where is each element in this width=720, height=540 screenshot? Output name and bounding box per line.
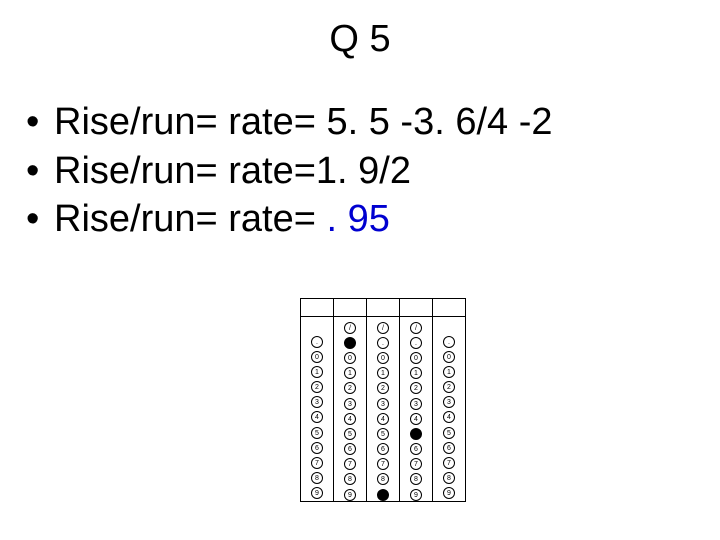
line-2-text: Rise/run= rate=1. 9/2 — [54, 147, 411, 196]
line-3-text: Rise/run= rate= . 95 — [54, 195, 390, 244]
gridin-bubble: 9 — [377, 489, 389, 501]
gridin-bubble: 9 — [344, 489, 356, 501]
gridin-bubble: 3 — [377, 398, 389, 410]
gridin-bubble: . — [377, 337, 389, 349]
gridin-bubble: . — [443, 336, 455, 348]
gridin-column: /. 0 1 2 3 4 5 6 7 8 9 — [367, 317, 400, 501]
gridin-bubble: 0 — [443, 351, 455, 363]
gridin-bubble: 9 — [311, 487, 323, 499]
gridin-bubble: 5 — [311, 427, 323, 439]
gridin-bubble: 8 — [311, 472, 323, 484]
gridin-bubble: 3 — [410, 398, 422, 410]
gridin-column: /. 0 1 2 3 4 5 6 7 8 9 — [400, 317, 433, 501]
gridin-write-row — [301, 299, 465, 317]
gridin-bubble: 5 — [410, 428, 422, 440]
gridin-bubble: 1 — [443, 366, 455, 378]
gridin-bubble: 3 — [311, 396, 323, 408]
gridin-bubble: 8 — [377, 473, 389, 485]
gridin-bubble: 3 — [443, 396, 455, 408]
bullet-icon: • — [26, 98, 54, 147]
gridin-scantron: . 0 1 2 3 4 5 6 7 8 9 /. 0 1 2 3 4 5 6 7 8 9 /. 0 1 2 3 4 5 6 7 8 9 /. 0 1 2… — [300, 298, 466, 502]
line-1-prefix: Rise/run= rate= 5. 5 -3. 6/4 -2 — [54, 101, 553, 143]
gridin-write-box — [301, 299, 334, 317]
gridin-bubble: / — [344, 322, 356, 334]
slide-title: Q 5 — [0, 18, 720, 61]
gridin-bubble: 2 — [377, 382, 389, 394]
bullet-icon: • — [26, 195, 54, 244]
gridin-bubble: 7 — [344, 458, 356, 470]
list-item: • Rise/run= rate= . 95 — [26, 195, 694, 244]
gridin-write-box — [433, 299, 465, 317]
gridin-bubble: 7 — [443, 457, 455, 469]
gridin-bubble: . — [410, 337, 422, 349]
gridin-bubble: 9 — [443, 487, 455, 499]
gridin-bubbles: . 0 1 2 3 4 5 6 7 8 9 /. 0 1 2 3 4 5 6 7 8 9 /. 0 1 2 3 4 5 6 7 8 9 /. 0 1 2… — [301, 317, 465, 501]
gridin-bubble: 8 — [443, 472, 455, 484]
gridin-bubble: 8 — [410, 473, 422, 485]
list-item: • Rise/run= rate= 5. 5 -3. 6/4 -2 — [26, 98, 694, 147]
list-item: • Rise/run= rate=1. 9/2 — [26, 147, 694, 196]
gridin-bubble: 4 — [377, 413, 389, 425]
gridin-bubble — [443, 322, 455, 333]
gridin-column: . 0 1 2 3 4 5 6 7 8 9 — [301, 317, 334, 501]
gridin-bubble: 0 — [410, 352, 422, 364]
gridin-bubble: 0 — [344, 352, 356, 364]
gridin-bubble: 5 — [377, 428, 389, 440]
gridin-bubble: 5 — [344, 428, 356, 440]
gridin-bubble: 1 — [410, 367, 422, 379]
gridin-bubble: 1 — [344, 367, 356, 379]
gridin-column: /. 0 1 2 3 4 5 6 7 8 9 — [334, 317, 367, 501]
gridin-bubble: 8 — [344, 473, 356, 485]
bullet-list: • Rise/run= rate= 5. 5 -3. 6/4 -2 • Rise… — [26, 98, 694, 244]
gridin-bubble: . — [311, 336, 323, 348]
gridin-column: . 0 1 2 3 4 5 6 7 8 9 — [433, 317, 465, 501]
gridin-bubble: 2 — [443, 381, 455, 393]
gridin-bubble: 1 — [311, 366, 323, 378]
gridin-bubble: 6 — [344, 443, 356, 455]
gridin-bubble: 4 — [410, 413, 422, 425]
gridin-bubble: 0 — [311, 351, 323, 363]
gridin-bubble: 2 — [311, 381, 323, 393]
line-2-prefix: Rise/run= rate=1. 9/2 — [54, 150, 411, 192]
gridin-bubble: 7 — [377, 458, 389, 470]
gridin-bubble: 3 — [344, 398, 356, 410]
gridin-write-box — [367, 299, 400, 317]
gridin-bubble: 2 — [344, 382, 356, 394]
line-1-text: Rise/run= rate= 5. 5 -3. 6/4 -2 — [54, 98, 553, 147]
gridin-bubble: 4 — [344, 413, 356, 425]
gridin-bubble — [311, 322, 323, 333]
gridin-bubble: 6 — [410, 443, 422, 455]
gridin-bubble: 0 — [377, 352, 389, 364]
gridin-bubble: 2 — [410, 382, 422, 394]
gridin-bubble: 5 — [443, 427, 455, 439]
gridin-bubble: 4 — [443, 411, 455, 423]
gridin-write-box — [400, 299, 433, 317]
gridin-write-box — [334, 299, 367, 317]
line-3-answer: . 95 — [326, 198, 389, 240]
gridin-bubble: 9 — [410, 489, 422, 501]
gridin-bubble: 7 — [311, 457, 323, 469]
gridin-bubble: 7 — [410, 458, 422, 470]
gridin-bubble: . — [344, 337, 356, 349]
line-3-prefix: Rise/run= rate= — [54, 198, 326, 240]
gridin-bubble: 6 — [311, 442, 323, 454]
bullet-icon: • — [26, 147, 54, 196]
gridin-bubble: 1 — [377, 367, 389, 379]
gridin-bubble: 6 — [443, 442, 455, 454]
gridin-bubble: / — [410, 322, 422, 334]
gridin-bubble: 6 — [377, 443, 389, 455]
gridin-bubble: / — [377, 322, 389, 334]
gridin-bubble: 4 — [311, 411, 323, 423]
